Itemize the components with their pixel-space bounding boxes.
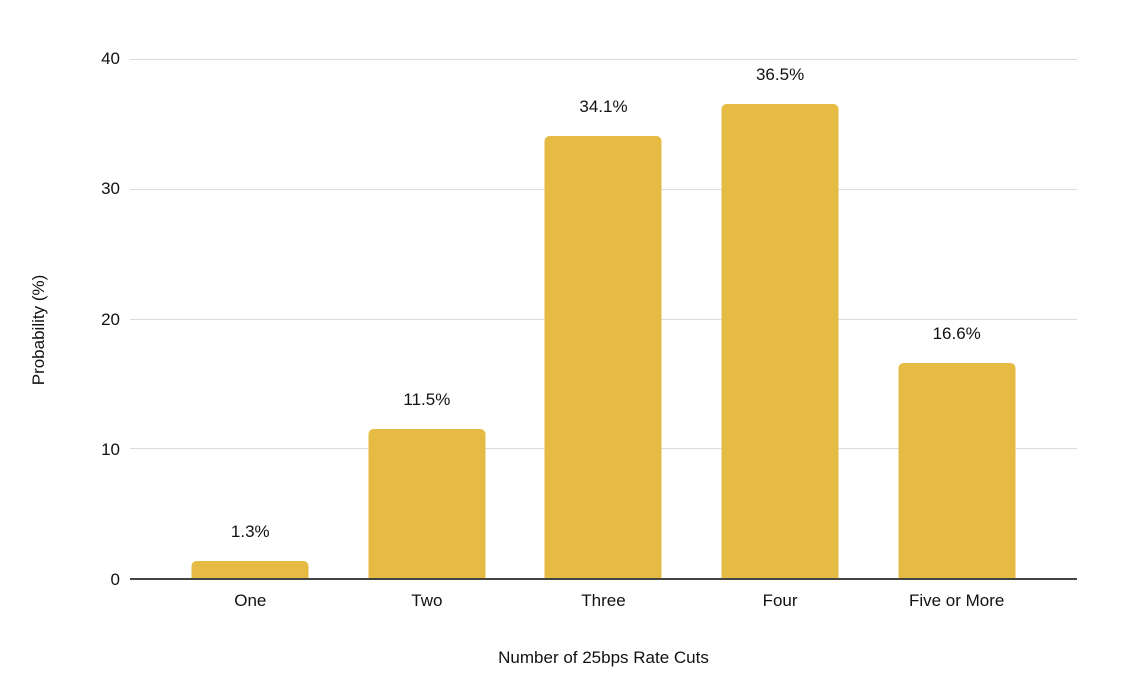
bar-value-label: 1.3% xyxy=(230,522,270,542)
x-tick-label: Three xyxy=(581,591,626,610)
y-tick-label: 0 xyxy=(110,570,120,589)
bars-row: 1.3% 11.5% 34.1% 36.5% 16.6% xyxy=(130,59,1077,578)
x-tick-label: Two xyxy=(411,591,443,610)
x-tick-label: Five or More xyxy=(908,591,1005,610)
x-tick-label: Four xyxy=(762,591,798,610)
x-axis-ticks: One Two Three Four Five or More xyxy=(130,591,1077,611)
x-tick-label: One xyxy=(234,591,267,610)
bar-slot: 36.5% xyxy=(692,59,869,578)
plot-area: 1.3% 11.5% 34.1% 36.5% 16.6% xyxy=(130,59,1077,580)
bar-slot: 16.6% xyxy=(868,59,1045,578)
bar-one xyxy=(191,561,309,578)
bar-two xyxy=(368,428,486,578)
y-axis-ticks: 0 10 20 30 40 xyxy=(0,49,120,589)
gridline xyxy=(130,59,1077,60)
bar-value-label: 16.6% xyxy=(932,323,981,343)
y-tick-label: 40 xyxy=(101,49,120,68)
y-tick-label: 10 xyxy=(101,439,120,459)
bar-slot: 11.5% xyxy=(339,59,516,578)
bar-five-or-more xyxy=(898,362,1016,578)
bar-value-label: 34.1% xyxy=(579,96,628,116)
bar-three xyxy=(544,135,662,578)
bar-value-label: 36.5% xyxy=(755,65,805,85)
bar-slot: 34.1% xyxy=(515,59,692,578)
bar-four xyxy=(721,104,839,578)
bar-slot: 1.3% xyxy=(162,59,339,578)
y-tick-label: 20 xyxy=(101,309,120,329)
bar-value-label: 11.5% xyxy=(403,389,451,409)
y-tick-label: 30 xyxy=(101,179,120,199)
x-axis-title: Number of 25bps Rate Cuts xyxy=(498,648,709,667)
